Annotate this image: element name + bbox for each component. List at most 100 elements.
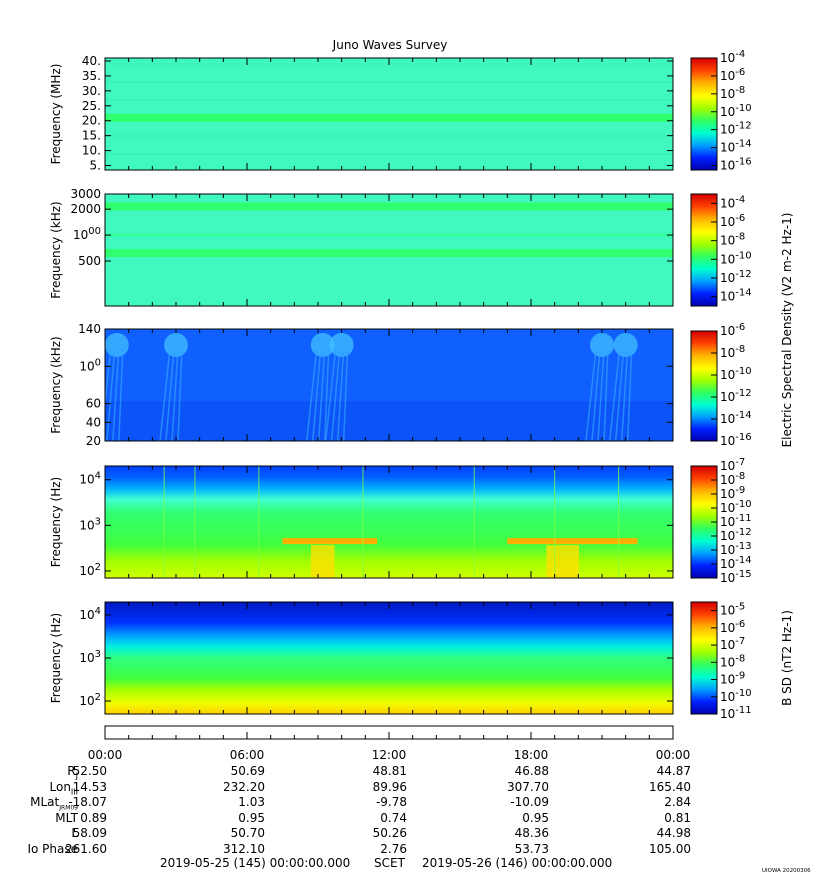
colorbar-tick-label: 10-4 bbox=[720, 49, 745, 65]
y-tick-label: 100 bbox=[79, 357, 101, 373]
ephemeris-value: 52.50 bbox=[72, 764, 107, 778]
colorbar-tick-label: 10-9 bbox=[720, 485, 745, 501]
colorbar-tick-label: 10-8 bbox=[720, 653, 745, 669]
ephemeris-value: 48.81 bbox=[372, 764, 407, 778]
spectrogram-background bbox=[105, 466, 673, 578]
y-tick-label: 104 bbox=[79, 606, 101, 622]
emission-band bbox=[105, 233, 673, 238]
ephemeris-label: L bbox=[71, 826, 78, 841]
emission-band bbox=[105, 113, 673, 122]
y-tick-label: 40. bbox=[82, 54, 101, 68]
colorbar-tick-label: 10-9 bbox=[720, 671, 745, 687]
emission-burst bbox=[329, 333, 354, 357]
spectrogram-panel-5: 104 103 102 Frequency (Hz) bbox=[49, 601, 674, 715]
ephemeris-value: 46.88 bbox=[514, 764, 549, 778]
ephemeris-value: 50.26 bbox=[372, 826, 407, 841]
ephemeris-label: RJ bbox=[67, 764, 78, 781]
emission-burst bbox=[105, 333, 129, 357]
colorbar-tick-label: 10-12 bbox=[720, 388, 752, 404]
ephemeris-label: LonIII bbox=[49, 779, 79, 796]
colorbar-tick-label: 10-12 bbox=[720, 121, 752, 137]
end-time: 2019-05-26 (146) 00:00:00.000 bbox=[422, 856, 613, 870]
ephemeris-value: 0.95 bbox=[238, 810, 265, 825]
colorbar-tick-label: 10-10 bbox=[720, 688, 752, 704]
colorbar-tick-label: 10-16 bbox=[720, 432, 752, 448]
colorbar-label: B SD (nT2 Hz-1) bbox=[780, 610, 794, 706]
colorbar-tick-label: 10-6 bbox=[720, 322, 745, 338]
ephemeris-value: 0.95 bbox=[522, 810, 549, 825]
colorbar-tick-label: 10-12 bbox=[720, 527, 752, 543]
colorbar-tick-label: 10-10 bbox=[720, 499, 752, 515]
y-tick-label: 20. bbox=[82, 114, 101, 128]
colorbar-tick-label: 10-10 bbox=[720, 250, 752, 266]
colorbar-tick-label: 10-13 bbox=[720, 541, 752, 557]
ephemeris-value: 0.81 bbox=[664, 810, 691, 825]
ephemeris-value: 50.70 bbox=[230, 826, 265, 841]
colorbar-label: Electric Spectral Density (V2 m-2 Hz-1) bbox=[780, 213, 794, 448]
y-tick-label: 500 bbox=[78, 254, 101, 268]
colorbar-tick-label: 10-7 bbox=[720, 636, 745, 652]
colorbar-2: 10-4 10-6 10-8 10-10 10-12 10-14 Electric Spec… bbox=[690, 193, 794, 448]
ephemeris-value: 165.40 bbox=[649, 779, 691, 794]
y-tick-label: 103 bbox=[79, 516, 101, 532]
y-axis-label: Frequency (Hz) bbox=[49, 613, 63, 704]
colorbar-tick-label: 10-16 bbox=[720, 157, 752, 173]
y-tick-label: 35. bbox=[82, 69, 101, 83]
ephemeris-value: 312.10 bbox=[223, 842, 265, 856]
colorbar-tick-label: 10-11 bbox=[720, 513, 752, 529]
emission-band bbox=[507, 538, 638, 545]
colorbar-tick-label: 10-10 bbox=[720, 366, 752, 382]
ephemeris-value: 0.89 bbox=[80, 810, 107, 825]
colorbar-tick-label: 10-6 bbox=[720, 619, 745, 635]
y-tick-label: 102 bbox=[79, 692, 101, 708]
colorbar-tick-label: 10-8 bbox=[720, 344, 745, 360]
ephemeris-value: 58.09 bbox=[72, 826, 107, 841]
y-tick-label: 15. bbox=[82, 129, 101, 143]
y-tick-label: 3000 bbox=[70, 187, 101, 201]
emission-band bbox=[282, 538, 378, 545]
start-time: 2019-05-25 (145) 00:00:00.000 bbox=[160, 856, 351, 870]
ephemeris-value: 105.00 bbox=[649, 842, 691, 856]
colorbar-tick-label: 10-14 bbox=[720, 139, 752, 155]
y-tick-label: 10. bbox=[82, 144, 101, 158]
emission-burst bbox=[590, 333, 614, 357]
emission-burst bbox=[613, 333, 638, 357]
time-tick-label: 12:00 bbox=[371, 748, 407, 762]
y-tick-label: 102 bbox=[79, 562, 101, 578]
ephemeris-value: -18.07 bbox=[68, 795, 107, 810]
colorbar-tick-label: 10-5 bbox=[720, 602, 745, 618]
ephemeris-value: 2.76 bbox=[380, 842, 407, 856]
ephemeris-value: 2.84 bbox=[664, 795, 691, 810]
colorbar-tick-label: 10-6 bbox=[720, 213, 745, 229]
ephemeris-value: 261.60 bbox=[65, 842, 107, 856]
spectrogram-panel-4: 104 103 102 Frequency (Hz) bbox=[49, 465, 674, 579]
y-tick-label: 60 bbox=[86, 397, 101, 411]
spectrogram-background bbox=[105, 602, 673, 714]
y-tick-label: 104 bbox=[79, 471, 101, 487]
y-tick-label: 25. bbox=[82, 99, 101, 113]
ephemeris-value: 307.70 bbox=[507, 779, 549, 794]
y-axis-label: Frequency (Hz) bbox=[49, 477, 63, 568]
emission-burst bbox=[164, 333, 188, 357]
ephemeris-value: -10.09 bbox=[510, 795, 549, 810]
emission-band bbox=[105, 202, 673, 211]
y-tick-label: 140 bbox=[78, 322, 101, 336]
colorbar-tick-label: 10-11 bbox=[720, 705, 752, 721]
y-tick-label: 20 bbox=[86, 434, 101, 448]
ephemeris-value: 48.36 bbox=[514, 826, 549, 841]
y-axis-label: Frequency (kHz) bbox=[49, 336, 63, 433]
y-axis-label: Frequency (kHz) bbox=[49, 201, 63, 298]
time-tick-label: 00:00 bbox=[87, 748, 123, 762]
time-tick-label: 06:00 bbox=[229, 748, 265, 762]
y-axis-label: Frequency (MHz) bbox=[49, 64, 63, 165]
ephemeris-value: 53.73 bbox=[514, 842, 549, 856]
ephemeris-value: 50.69 bbox=[230, 764, 265, 778]
y-tick-label: 103 bbox=[79, 649, 101, 665]
ephemeris-value: 14.53 bbox=[72, 779, 107, 794]
ephemeris-value: 89.96 bbox=[372, 779, 407, 794]
colorbar-tick-label: 10-14 bbox=[720, 288, 752, 304]
colorbar-tick-label: 10-12 bbox=[720, 269, 752, 285]
emission-band bbox=[105, 248, 673, 257]
chart-title: Juno Waves Survey bbox=[332, 38, 448, 52]
